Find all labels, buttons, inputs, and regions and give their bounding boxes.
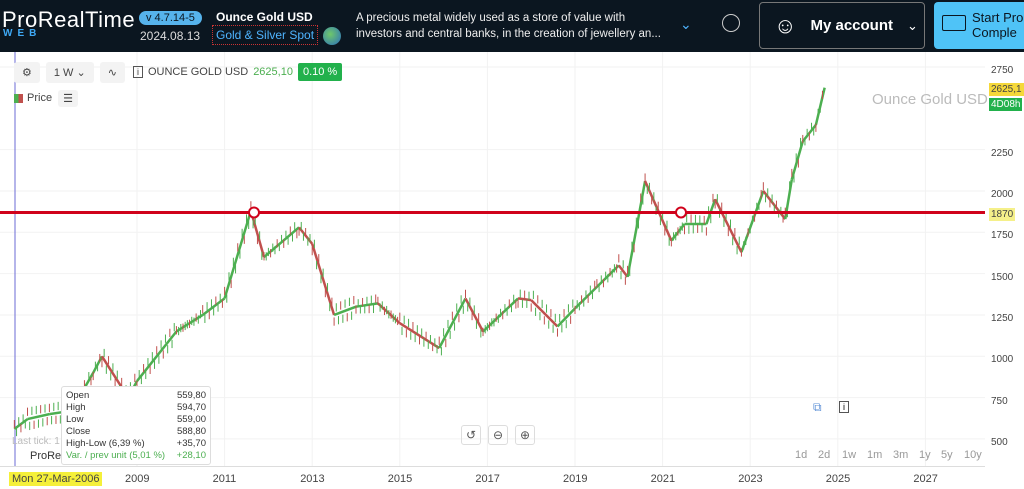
period-3m[interactable]: 3m [893,449,909,461]
y-tick: 2000 [991,188,1014,200]
price-segment [617,264,629,278]
x-tick: 2025 [825,473,851,485]
start-line: Comple [972,25,1017,40]
y-tick: 2750 [991,65,1014,76]
x-tick: 2017 [475,473,500,485]
legend: Price ☰ [14,86,78,110]
start-pro-button[interactable]: Start Pro Comple [934,2,1024,49]
period-1m[interactable]: 1m [867,449,883,461]
chart-toolbar: ⚙ 1 W ⌄ ∿ i OUNCE GOLD USD 2625,10 0.10 … [14,60,343,84]
x-tick: 2027 [913,473,938,485]
change-badge: 0.10 % [297,63,343,81]
last-price-tag: 2625,1 [989,83,1024,96]
price-segment [530,299,559,328]
price-segment [464,297,485,333]
x-tick: 2015 [387,473,413,485]
desc-line: investors and central banks, in the crea… [356,28,661,40]
price-segment [223,210,253,299]
symbol-price: 2625,10 [253,66,293,78]
time-axis[interactable]: Mon 27-Mar-2006 2009 2011 2013 2015 2017 2019… [0,466,985,489]
chevron-down-icon: ⌄ [906,17,918,33]
zoom-out-icon[interactable]: ⊖ [488,425,508,445]
price-segment [438,297,467,349]
language-globe-icon[interactable] [722,14,740,32]
tooltip-row: High 594,70 [66,402,206,413]
tooltip-row: Low 559,00 [66,414,206,425]
timeframe-value: 1 W [53,66,74,79]
top-bar: ProRealTime WEB v 4.7.14-5 2024.08.13 Ou… [0,0,1024,52]
period-1w[interactable]: 1w [842,449,857,461]
tooltip-row: Var. / prev unit (5,01 %) +28,10 [66,450,206,461]
ohlc-tooltip: Open 559,80 High 594,70 Low 559,00 Close 588,80… [61,386,211,465]
price-segment [201,297,226,316]
x-tick: 2013 [300,473,325,485]
y-tick: 750 [991,395,1008,407]
tooltip-row: High-Low (6,39 %) +35,70 [66,438,206,449]
info-icon[interactable]: i [839,401,849,413]
info-icon[interactable]: i [132,66,143,78]
y-tick: 1250 [991,312,1014,324]
price-segment [556,307,576,328]
price-segment [790,141,804,180]
globe-icon [323,27,341,45]
account-label: My account [810,17,893,34]
line-handle [248,206,260,219]
desc-line: A precious metal widely used as a store … [356,12,626,24]
price-segment [714,198,743,253]
list-icon[interactable]: ☰ [58,89,78,107]
logo-sub: WEB [3,28,42,39]
chart-watermark: Ounce Gold USD [872,91,988,108]
y-tick: 1000 [991,354,1014,366]
x-tick: 2011 [212,473,237,485]
period-5y[interactable]: 5y [941,449,953,461]
price-axis[interactable]: 2625,1 4D08h 1870 2750 2250 2000 1750 1500 12… [985,56,1024,466]
price-segment [626,180,647,278]
symbol-label: OUNCE GOLD USD [147,66,249,78]
cursor-date-tag: Mon 27-Mar-2006 [9,472,103,486]
last-tick-label: Last tick: 1 [12,436,60,447]
price-legend-label[interactable]: Price [27,92,53,104]
chevron-down-icon[interactable]: ⌄ [680,16,692,32]
x-tick: 2009 [125,473,150,485]
instrument-description: A precious metal widely used as a store … [356,10,676,42]
my-account-button[interactable]: ☺ My account ⌄ [759,2,925,49]
period-10y[interactable]: 10y [964,449,982,461]
drawing-tool-icon[interactable]: ⚙ [14,61,40,83]
period-2d[interactable]: 2d [818,449,831,461]
y-tick: 2250 [991,147,1014,159]
period-1d[interactable]: 1d [795,449,808,461]
y-tick: 500 [991,436,1008,448]
copy-icon[interactable]: ⧉ [813,400,822,414]
y-tick: 1500 [991,271,1014,283]
price-segment [249,210,266,258]
price-legend-swatch [14,93,23,103]
price-segment [27,412,50,421]
tooltip-row: Open 559,80 [66,390,206,401]
x-tick: 2023 [738,473,763,485]
prorealtime-label: ProRea [30,450,68,462]
indicators-icon[interactable]: ∿ [99,61,125,83]
price-segment [333,305,357,317]
user-icon: ☺ [774,12,797,38]
zoom-in-icon[interactable]: ⊕ [515,425,535,445]
countdown-tag: 4D08h [989,98,1023,111]
period-1y[interactable]: 1y [919,449,931,461]
market-link[interactable]: Gold & Silver Spot [212,25,319,45]
x-tick: 2019 [563,473,588,485]
price-segment [136,330,178,382]
monitor-icon [942,15,966,31]
tooltip-row: Close 588,80 [66,426,206,437]
line-handle [675,206,687,219]
version-badge: v 4.7.14-5 [139,11,202,25]
logo[interactable]: ProRealTime [2,7,136,32]
y-tick: 1750 [991,230,1014,242]
price-segment [311,243,336,316]
reset-zoom-icon[interactable]: ↺ [461,425,481,445]
version-date: 2024.08.13 [140,29,201,43]
start-line: Start Pro [972,10,1024,25]
horizontal-line-tag: 1870 [989,208,1016,221]
x-tick: 2021 [650,473,676,485]
instrument-name: Ounce Gold USD [216,10,313,24]
timeframe-select[interactable]: 1 W ⌄ [45,61,94,83]
